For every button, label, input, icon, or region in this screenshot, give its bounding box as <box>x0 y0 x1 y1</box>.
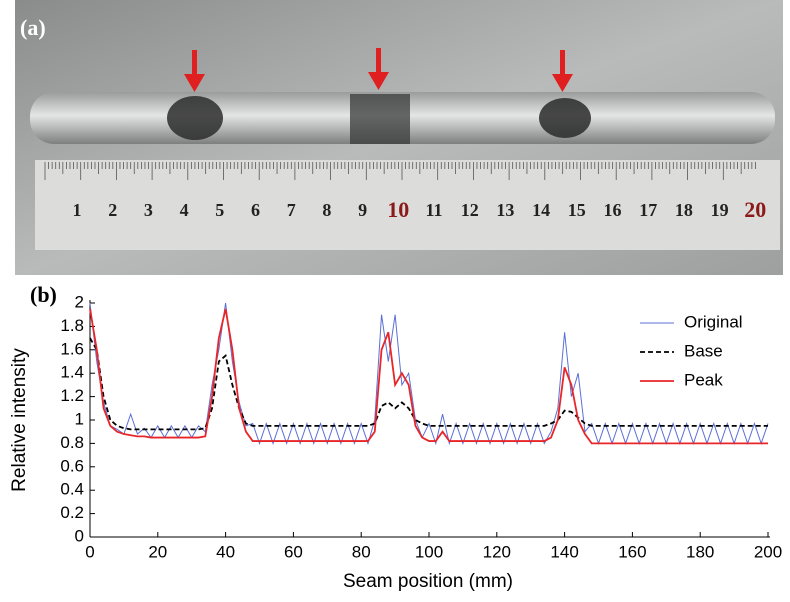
y-tick-label: 2 <box>75 292 84 311</box>
x-tick-label: 60 <box>284 542 303 561</box>
arrow <box>368 72 389 90</box>
ruler-number: 20 <box>744 197 766 222</box>
y-tick-label: 0 <box>75 526 84 545</box>
x-tick-label: 100 <box>415 542 443 561</box>
y-tick-label: 0.6 <box>60 456 84 475</box>
y-tick-label: 0.8 <box>60 433 84 452</box>
x-tick-label: 20 <box>148 542 167 561</box>
ruler-number: 7 <box>287 200 296 220</box>
arrow <box>376 48 381 74</box>
x-tick-label: 160 <box>618 542 646 561</box>
ruler-number: 1 <box>73 200 82 220</box>
legend-label: Base <box>684 341 723 360</box>
x-tick-label: 200 <box>754 542 782 561</box>
ruler-number: 16 <box>604 200 622 220</box>
x-tick-label: 0 <box>85 542 94 561</box>
series-line <box>89 302 769 446</box>
ruler-number: 6 <box>251 200 260 220</box>
x-tick-label: 80 <box>352 542 371 561</box>
photo: 1 2 3 4 5 6 7 8 9 10 11 12 13 14 15 16 17 18 19 20 (a) <box>15 0 783 275</box>
y-tick-label: 1 <box>75 409 84 428</box>
ruler-number: 17 <box>639 200 657 220</box>
ruler-number: 18 <box>675 200 693 220</box>
ruler-number: 4 <box>180 200 189 220</box>
ruler-number: 9 <box>358 200 367 220</box>
y-axis-label: Relative intensity <box>9 348 30 492</box>
defect <box>539 98 591 138</box>
legend-label: Original <box>684 312 743 331</box>
defect <box>350 94 410 144</box>
arrow <box>560 50 565 76</box>
ruler-number: 13 <box>496 200 514 220</box>
defect <box>167 96 223 140</box>
x-tick-label: 40 <box>216 542 235 561</box>
y-tick-label: 0.4 <box>60 480 84 499</box>
arrow <box>552 74 573 92</box>
ruler-number: 10 <box>387 197 409 222</box>
y-tick-label: 1.6 <box>60 339 84 358</box>
x-tick-label: 180 <box>686 542 714 561</box>
y-tick-label: 1.2 <box>60 386 84 405</box>
series-line <box>89 308 768 445</box>
arrow <box>184 74 205 92</box>
y-tick-label: 1.8 <box>60 316 84 335</box>
y-tick-label: 1.4 <box>60 363 84 382</box>
ruler-number: 14 <box>532 200 550 220</box>
ruler-number: 11 <box>425 200 442 220</box>
ruler-number: 3 <box>144 200 153 220</box>
panel-label: (a) <box>20 15 46 40</box>
ruler-number: 15 <box>568 200 586 220</box>
arrows <box>184 48 573 92</box>
y-tick-label: 0.2 <box>60 503 84 522</box>
x-tick-label: 140 <box>550 542 578 561</box>
x-axis-label: Seam position (mm) <box>343 571 513 592</box>
ruler-number: 8 <box>322 200 331 220</box>
x-tick-label: 120 <box>483 542 511 561</box>
ruler-number: 19 <box>711 200 729 220</box>
ruler-number: 2 <box>108 200 117 220</box>
ruler-number: 5 <box>215 200 224 220</box>
ruler-ticks: 1 2 3 4 5 6 7 8 9 10 11 12 13 14 15 16 17 18 19 20 <box>44 162 766 222</box>
arrow <box>192 50 197 76</box>
ruler-number: 12 <box>461 200 479 220</box>
ruler <box>35 160 780 250</box>
legend-label: Peak <box>684 370 723 389</box>
series-line <box>89 337 768 431</box>
panel-label: (b) <box>30 282 57 307</box>
